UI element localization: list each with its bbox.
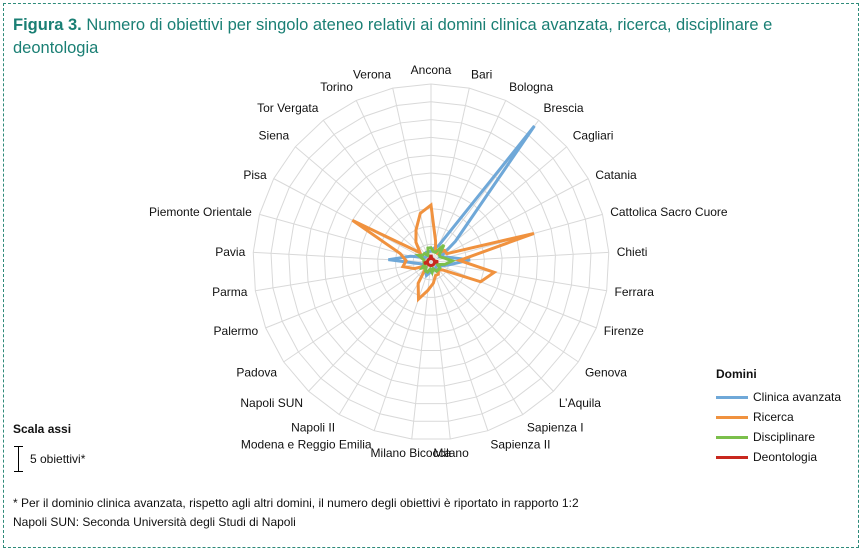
spoke-28 xyxy=(392,88,432,263)
legend-item-clinica-avanzata: Clinica avanzata xyxy=(716,387,841,407)
axis-label-6: Cattolica Sacro Cuore xyxy=(610,205,728,219)
footnote-ratio: * Per il dominio clinica avanzata, rispe… xyxy=(13,496,579,510)
axis-scale-unit: 5 obiettivi* xyxy=(30,452,86,466)
spoke-12 xyxy=(430,261,524,415)
legend-title: Domini xyxy=(716,367,757,381)
legend-label-disciplinare: Disciplinare xyxy=(753,430,816,444)
axis-label-4: Cagliari xyxy=(573,129,614,143)
spoke-25 xyxy=(295,146,432,263)
radar-grid xyxy=(252,83,610,440)
axis-label-17: Napoli II xyxy=(291,420,335,434)
axis-label-13: Sapienza II xyxy=(490,437,550,451)
legend-swatch-deontologia xyxy=(716,455,748,459)
axis-scale-key: Scala assi 5 obiettivi* xyxy=(13,422,85,472)
axis-label-9: Firenze xyxy=(604,324,644,338)
axis-label-1: Bari xyxy=(471,67,492,81)
legend-item-ricerca: Ricerca xyxy=(716,407,841,427)
legend-swatch-ricerca xyxy=(716,415,748,419)
legend-item-deontologia: Deontologia xyxy=(716,447,841,467)
axis-label-23: Piemonte Orientale xyxy=(149,205,252,219)
legend-label-clinica-avanzata: Clinica avanzata xyxy=(753,390,842,404)
legend-label-deontologia: Deontologia xyxy=(753,450,818,464)
spoke-14 xyxy=(430,261,451,440)
spoke-8 xyxy=(430,261,607,292)
axis-label-14: Milano xyxy=(433,446,469,460)
grid-ring-25 xyxy=(341,172,521,351)
figure-caption: Numero di obiettivi per singolo ateneo r… xyxy=(13,16,773,57)
axis-label-27: Torino xyxy=(320,80,353,94)
spoke-19 xyxy=(283,261,432,363)
axis-label-2: Bologna xyxy=(509,80,553,94)
axis-label-8: Ferrara xyxy=(615,285,655,299)
series-deontologia xyxy=(423,254,439,268)
spoke-16 xyxy=(373,261,432,431)
grid-ring-50 xyxy=(252,83,610,440)
legend-label-ricerca: Ricerca xyxy=(753,410,794,424)
footnote-abbreviation: Napoli SUN: Seconda Università degli Stu… xyxy=(13,515,296,529)
axis-label-28: Verona xyxy=(353,67,391,81)
axis-label-5: Catania xyxy=(595,168,637,182)
figure-frame xyxy=(3,3,859,548)
axis-label-21: Parma xyxy=(212,285,248,299)
figure-title: Figura 3. Numero di obiettivi per singol… xyxy=(13,14,843,60)
spoke-20 xyxy=(265,261,432,329)
legend-item-disciplinare: Disciplinare xyxy=(716,427,841,447)
axis-scale-bar xyxy=(14,446,23,472)
chart-legend: Domini Clinica avanzata Ricerca Disciplina… xyxy=(716,367,841,467)
spoke-18 xyxy=(308,261,432,392)
spoke-13 xyxy=(430,261,489,431)
grid-ring-40 xyxy=(288,119,574,405)
axis-label-0: Ancona xyxy=(411,63,452,77)
axis-label-19: Padova xyxy=(236,365,277,379)
radar-axis-labels: Ancona Bari Bologna Brescia Cagliari Catania C… xyxy=(149,63,728,460)
grid-ring-45 xyxy=(270,101,592,422)
grid-ring-30 xyxy=(323,154,539,369)
axis-label-20: Palermo xyxy=(214,324,259,338)
axis-label-16: Modena e Reggio Emilia xyxy=(241,437,372,451)
axis-label-12: Sapienza I xyxy=(527,420,584,434)
legend-swatch-clinica-avanzata xyxy=(716,395,748,399)
footnotes: * Per il dominio clinica avanzata, rispe… xyxy=(13,494,579,532)
spoke-10 xyxy=(430,261,579,363)
axis-label-25: Siena xyxy=(259,129,290,143)
axis-label-10: Genova xyxy=(585,365,627,379)
spoke-5 xyxy=(430,178,589,263)
axis-label-18: Napoli SUN xyxy=(240,396,303,410)
spoke-26 xyxy=(322,119,432,263)
grid-ring-20 xyxy=(359,190,503,334)
series-disciplinare xyxy=(414,243,457,277)
radar-series xyxy=(351,125,536,303)
axis-label-22: Pavia xyxy=(215,245,245,259)
axis-label-15: Milano Bicocca xyxy=(371,446,452,460)
legend-items: Clinica avanzata Ricerca Disciplinare Deont… xyxy=(716,387,841,467)
axis-label-3: Brescia xyxy=(544,101,584,115)
figure-number: Figura 3. xyxy=(13,16,82,34)
spoke-2 xyxy=(430,100,507,263)
axis-label-7: Chieti xyxy=(617,245,648,259)
axis-label-11: L’Aquila xyxy=(559,396,601,410)
spoke-27 xyxy=(355,100,432,263)
spoke-1 xyxy=(430,88,470,263)
spoke-11 xyxy=(430,261,554,392)
series-ricerca xyxy=(351,202,535,303)
spoke-9 xyxy=(430,261,597,329)
axis-label-24: Pisa xyxy=(243,168,267,182)
spoke-17 xyxy=(338,261,432,415)
axis-scale-label: Scala assi xyxy=(13,422,72,436)
grid-ring-35 xyxy=(306,136,556,387)
legend-swatch-disciplinare xyxy=(716,435,748,439)
axis-label-26: Tor Vergata xyxy=(257,101,319,115)
